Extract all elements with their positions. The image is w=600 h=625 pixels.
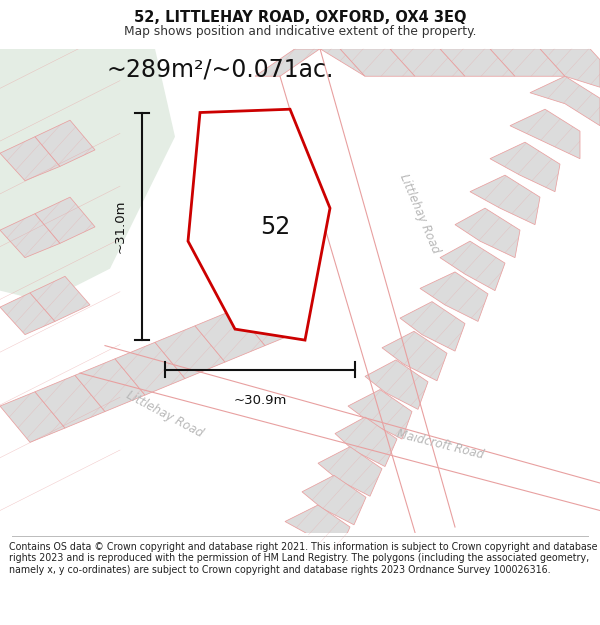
- Polygon shape: [382, 331, 447, 381]
- Polygon shape: [540, 49, 600, 88]
- Text: ~289m²/~0.071ac.: ~289m²/~0.071ac.: [106, 58, 334, 82]
- Polygon shape: [302, 476, 366, 525]
- Polygon shape: [455, 208, 520, 258]
- Polygon shape: [490, 49, 565, 76]
- Polygon shape: [255, 49, 320, 76]
- Polygon shape: [0, 293, 55, 334]
- Text: Contains OS data © Crown copyright and database right 2021. This information is : Contains OS data © Crown copyright and d…: [9, 542, 598, 575]
- Text: Littlehay Road: Littlehay Road: [397, 172, 443, 256]
- Polygon shape: [30, 276, 90, 321]
- Text: Littlehay Road: Littlehay Road: [124, 388, 206, 439]
- Polygon shape: [195, 309, 265, 362]
- Polygon shape: [348, 389, 412, 439]
- Text: 52: 52: [260, 215, 290, 239]
- Text: Maidcroft Road: Maidcroft Road: [395, 428, 485, 462]
- Polygon shape: [115, 342, 185, 395]
- Polygon shape: [285, 505, 350, 554]
- Polygon shape: [390, 49, 465, 76]
- Polygon shape: [400, 302, 465, 351]
- Polygon shape: [235, 295, 300, 346]
- Polygon shape: [530, 76, 600, 126]
- Polygon shape: [470, 175, 540, 224]
- Polygon shape: [35, 197, 95, 243]
- Text: 52, LITTLEHAY ROAD, OXFORD, OX4 3EQ: 52, LITTLEHAY ROAD, OXFORD, OX4 3EQ: [134, 10, 466, 25]
- Polygon shape: [335, 417, 397, 466]
- Polygon shape: [188, 109, 330, 340]
- Polygon shape: [0, 49, 175, 302]
- Polygon shape: [440, 49, 515, 76]
- Polygon shape: [75, 359, 145, 411]
- Polygon shape: [340, 49, 415, 76]
- Text: ~30.9m: ~30.9m: [233, 394, 287, 407]
- Polygon shape: [440, 241, 505, 291]
- Polygon shape: [35, 375, 105, 428]
- Polygon shape: [155, 326, 225, 379]
- Polygon shape: [295, 49, 365, 76]
- Text: ~31.0m: ~31.0m: [113, 199, 127, 253]
- Text: Map shows position and indicative extent of the property.: Map shows position and indicative extent…: [124, 25, 476, 38]
- Polygon shape: [490, 142, 560, 192]
- Polygon shape: [510, 109, 580, 159]
- Polygon shape: [0, 392, 65, 442]
- Polygon shape: [0, 214, 60, 258]
- Polygon shape: [365, 360, 428, 409]
- Polygon shape: [0, 137, 60, 181]
- Polygon shape: [420, 272, 488, 321]
- Polygon shape: [318, 447, 382, 496]
- Polygon shape: [35, 120, 95, 166]
